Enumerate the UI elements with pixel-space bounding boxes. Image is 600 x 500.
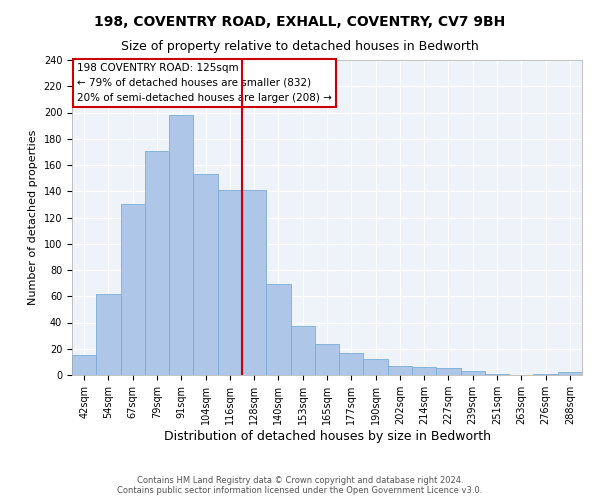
Bar xyxy=(242,190,266,375)
Bar xyxy=(315,344,339,375)
Bar xyxy=(72,356,96,375)
Bar xyxy=(96,294,121,375)
Text: Size of property relative to detached houses in Bedworth: Size of property relative to detached ho… xyxy=(121,40,479,53)
Text: Contains HM Land Registry data © Crown copyright and database right 2024.
Contai: Contains HM Land Registry data © Crown c… xyxy=(118,476,482,495)
Bar xyxy=(339,352,364,375)
Bar xyxy=(461,371,485,375)
Bar xyxy=(169,115,193,375)
Y-axis label: Number of detached properties: Number of detached properties xyxy=(28,130,38,305)
Bar xyxy=(193,174,218,375)
Bar xyxy=(218,190,242,375)
Bar xyxy=(533,374,558,375)
Text: 198 COVENTRY ROAD: 125sqm
← 79% of detached houses are smaller (832)
20% of semi: 198 COVENTRY ROAD: 125sqm ← 79% of detac… xyxy=(77,63,332,103)
Bar xyxy=(364,359,388,375)
Bar xyxy=(485,374,509,375)
Bar xyxy=(558,372,582,375)
Bar xyxy=(388,366,412,375)
Bar xyxy=(412,367,436,375)
Bar xyxy=(290,326,315,375)
Text: 198, COVENTRY ROAD, EXHALL, COVENTRY, CV7 9BH: 198, COVENTRY ROAD, EXHALL, COVENTRY, CV… xyxy=(94,15,506,29)
Bar xyxy=(266,284,290,375)
Bar xyxy=(145,150,169,375)
Bar xyxy=(121,204,145,375)
Bar xyxy=(436,368,461,375)
X-axis label: Distribution of detached houses by size in Bedworth: Distribution of detached houses by size … xyxy=(163,430,491,443)
